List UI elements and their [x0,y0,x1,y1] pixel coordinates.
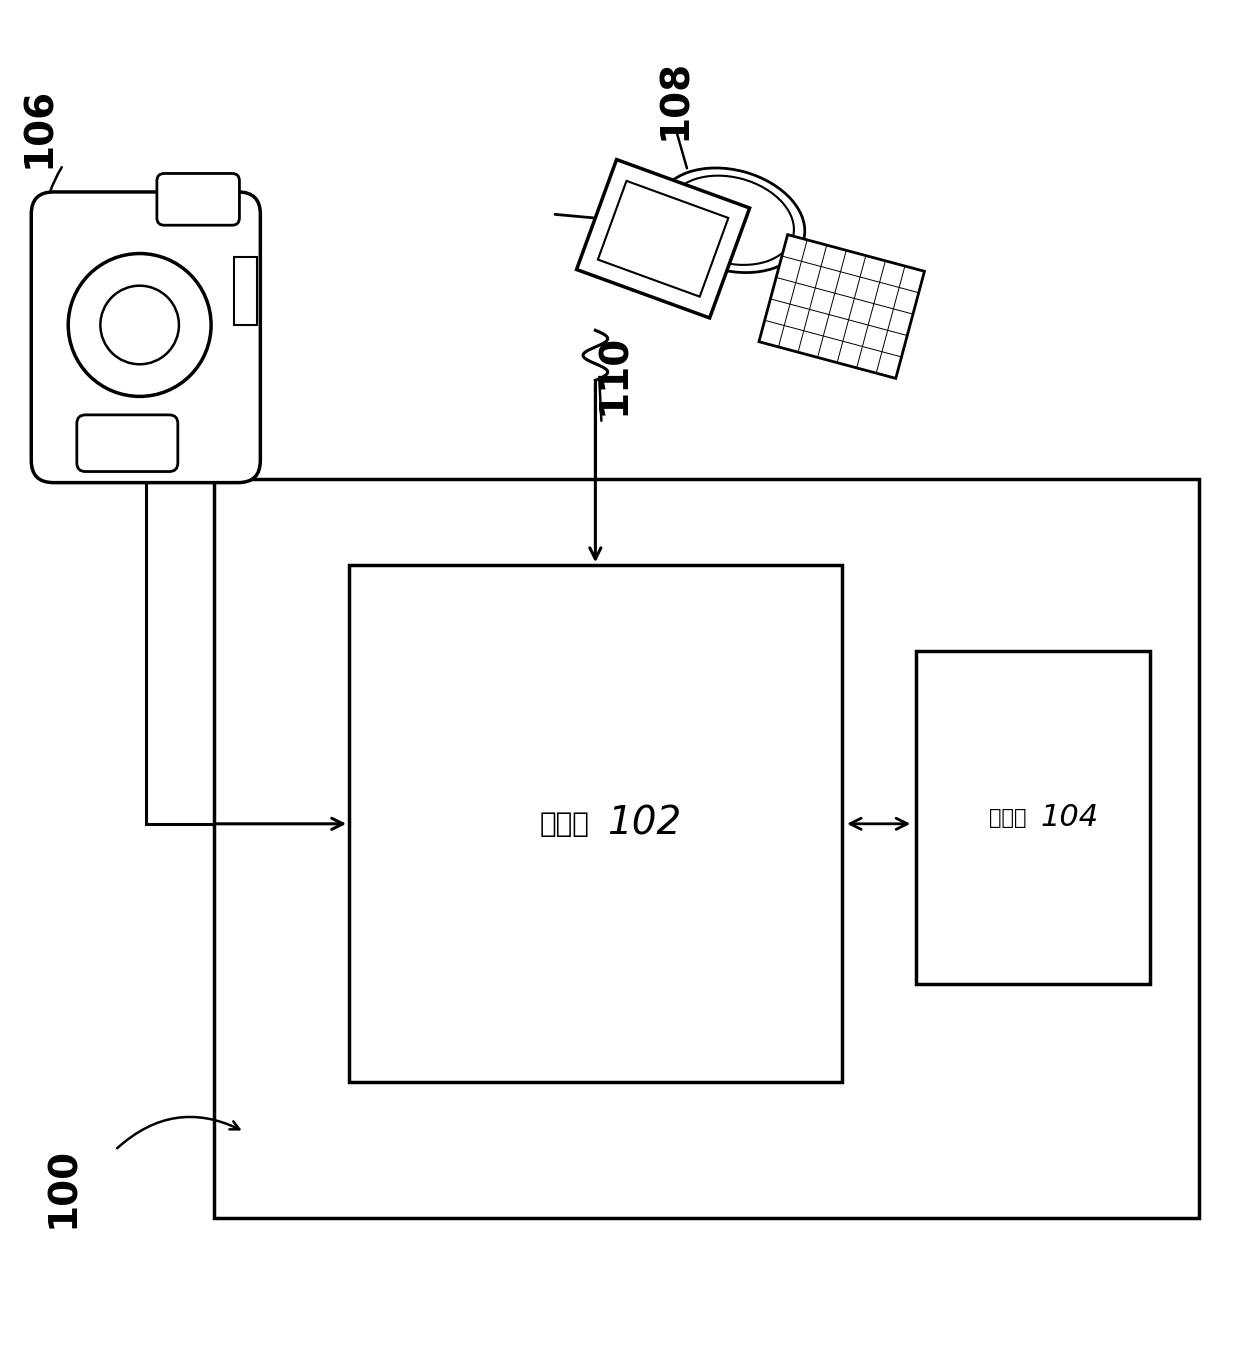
Polygon shape [759,235,925,379]
Text: 存储器: 存储器 [990,807,1027,827]
FancyBboxPatch shape [157,173,239,226]
Bar [348,565,842,1083]
FancyBboxPatch shape [31,192,260,483]
Bar [234,257,257,324]
Text: 102: 102 [608,804,682,842]
Text: 100: 100 [45,1146,82,1228]
Bar [915,652,1149,984]
Bar [213,479,1199,1218]
Ellipse shape [657,168,805,273]
Text: 110: 110 [595,334,632,415]
Text: 108: 108 [656,59,694,141]
FancyBboxPatch shape [77,415,177,472]
Polygon shape [577,160,750,318]
Text: 处理器: 处理器 [539,810,589,838]
Text: 104: 104 [1040,803,1099,831]
Ellipse shape [668,176,794,265]
Polygon shape [598,181,728,296]
Text: 106: 106 [20,88,57,169]
